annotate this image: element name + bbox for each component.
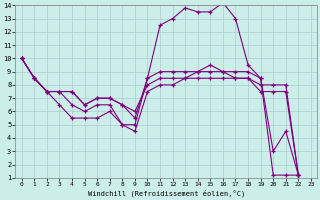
X-axis label: Windchill (Refroidissement éolien,°C): Windchill (Refroidissement éolien,°C) bbox=[88, 190, 245, 197]
